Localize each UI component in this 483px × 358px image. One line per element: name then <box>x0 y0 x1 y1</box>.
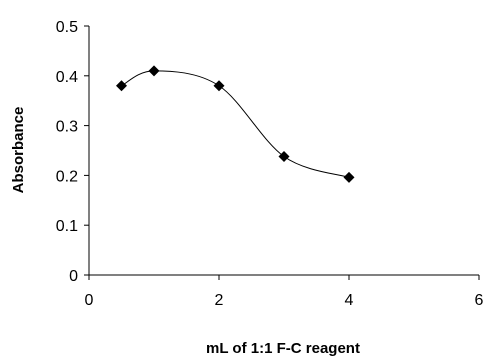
x-tick-label: 0 <box>85 292 94 309</box>
series-layer <box>116 65 355 183</box>
data-point <box>278 150 290 162</box>
y-tick-label: 0 <box>69 268 78 285</box>
x-tick-label: 6 <box>475 292 483 309</box>
x-axis-title: mL of 1:1 F-C reagent <box>206 340 360 357</box>
y-tick-label: 0.1 <box>56 218 78 235</box>
x-axis-ticks: 0 2 4 6 <box>85 275 483 309</box>
data-point <box>343 171 355 183</box>
series-line <box>121 70 350 178</box>
data-point <box>213 80 225 92</box>
axes <box>88 26 479 276</box>
y-axis-ticks: 0 0.1 0.2 0.3 0.4 0.5 <box>56 19 89 285</box>
y-tick-label: 0.4 <box>56 69 78 86</box>
data-point <box>148 65 160 77</box>
x-tick-label: 2 <box>215 292 224 309</box>
y-axis-title: Absorbance <box>10 107 27 194</box>
y-tick-label: 0.2 <box>56 168 78 185</box>
data-point <box>116 80 127 92</box>
y-tick-label: 0.3 <box>56 119 78 136</box>
y-tick-label: 0.5 <box>56 19 78 36</box>
x-tick-label: 4 <box>345 292 354 309</box>
